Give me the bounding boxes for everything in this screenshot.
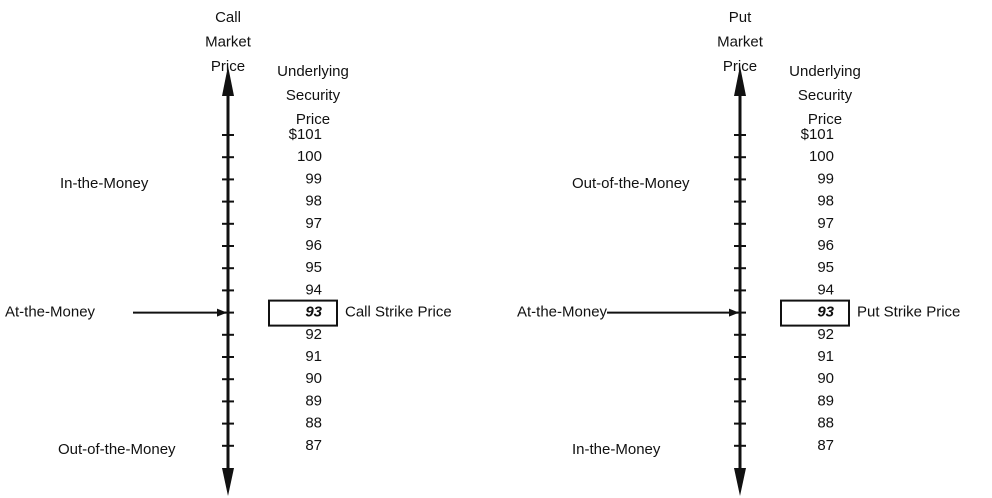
axis-title: Price [211,58,245,75]
middle-label: At-the-Money [517,304,608,321]
price: $101 [289,126,322,143]
price: 97 [817,215,834,232]
column-title: Underlying [789,63,861,80]
price: 94 [305,281,322,298]
price: 98 [817,193,834,210]
strike-box [268,299,338,327]
axis-title: Put [729,9,752,26]
price: 88 [305,415,322,432]
price: 88 [817,415,834,432]
column-title: Price [296,111,330,128]
top-label: In-the-Money [60,175,149,192]
strike-box [780,299,850,327]
price: 89 [305,392,322,409]
arrow-down [734,468,746,496]
strike-label: Put Strike Price [857,304,960,321]
column-title: Security [798,87,853,104]
price: 87 [305,437,322,454]
arrow-up [222,66,234,96]
strike-price: 93 [817,304,834,321]
axis-title: Price [723,58,757,75]
column-title: Security [286,87,341,104]
column-title: Underlying [277,63,349,80]
price: 100 [809,148,834,165]
strike-label: Call Strike Price [345,304,452,321]
axis-title: Call [215,9,241,26]
price: 92 [305,326,322,343]
price: 96 [305,237,322,254]
price: 99 [305,170,322,187]
price: 89 [817,392,834,409]
bottom-label: Out-of-the-Money [58,441,176,458]
price: 100 [297,148,322,165]
price: 96 [817,237,834,254]
price: 98 [305,193,322,210]
price: 94 [817,281,834,298]
price: 97 [305,215,322,232]
axis-title: Market [717,33,764,50]
arrow-up [734,66,746,96]
strike-price: 93 [305,304,322,321]
price: 99 [817,170,834,187]
column-title: Price [808,111,842,128]
price: 90 [817,370,834,387]
price: 95 [817,259,834,276]
bottom-label: In-the-Money [572,441,661,458]
price: 87 [817,437,834,454]
arrow-down [222,468,234,496]
price: $101 [801,126,834,143]
price: 95 [305,259,322,276]
price: 91 [817,348,834,365]
price: 91 [305,348,322,365]
middle-label: At-the-Money [5,304,96,321]
top-label: Out-of-the-Money [572,175,690,192]
price: 92 [817,326,834,343]
axis-title: Market [205,33,252,50]
price: 90 [305,370,322,387]
